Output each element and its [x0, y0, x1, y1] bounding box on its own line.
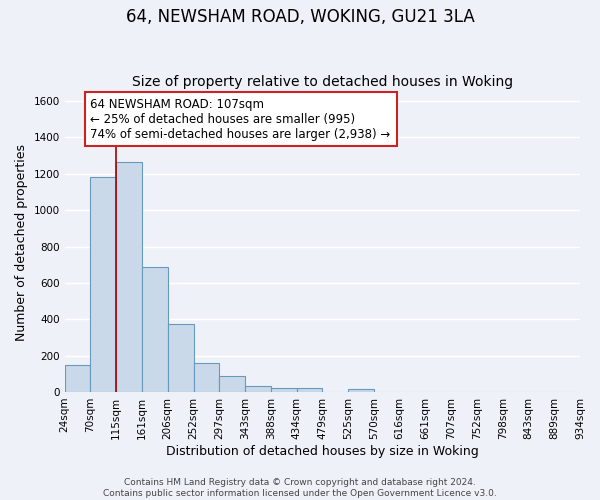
Bar: [116, 162, 142, 392]
Bar: [348, 389, 374, 392]
Bar: [271, 388, 296, 392]
Bar: [142, 266, 168, 392]
X-axis label: Distribution of detached houses by size in Woking: Distribution of detached houses by size …: [166, 444, 479, 458]
Text: 64, NEWSHAM ROAD, WOKING, GU21 3LA: 64, NEWSHAM ROAD, WOKING, GU21 3LA: [125, 8, 475, 26]
Bar: [296, 388, 322, 392]
Bar: [65, 364, 91, 392]
Title: Size of property relative to detached houses in Woking: Size of property relative to detached ho…: [132, 76, 513, 90]
Bar: [168, 324, 193, 392]
Bar: [91, 178, 116, 392]
Bar: [193, 363, 219, 392]
Text: Contains HM Land Registry data © Crown copyright and database right 2024.
Contai: Contains HM Land Registry data © Crown c…: [103, 478, 497, 498]
Bar: [219, 376, 245, 392]
Y-axis label: Number of detached properties: Number of detached properties: [15, 144, 28, 340]
Text: 64 NEWSHAM ROAD: 107sqm
← 25% of detached houses are smaller (995)
74% of semi-d: 64 NEWSHAM ROAD: 107sqm ← 25% of detache…: [91, 98, 391, 140]
Bar: [245, 386, 271, 392]
